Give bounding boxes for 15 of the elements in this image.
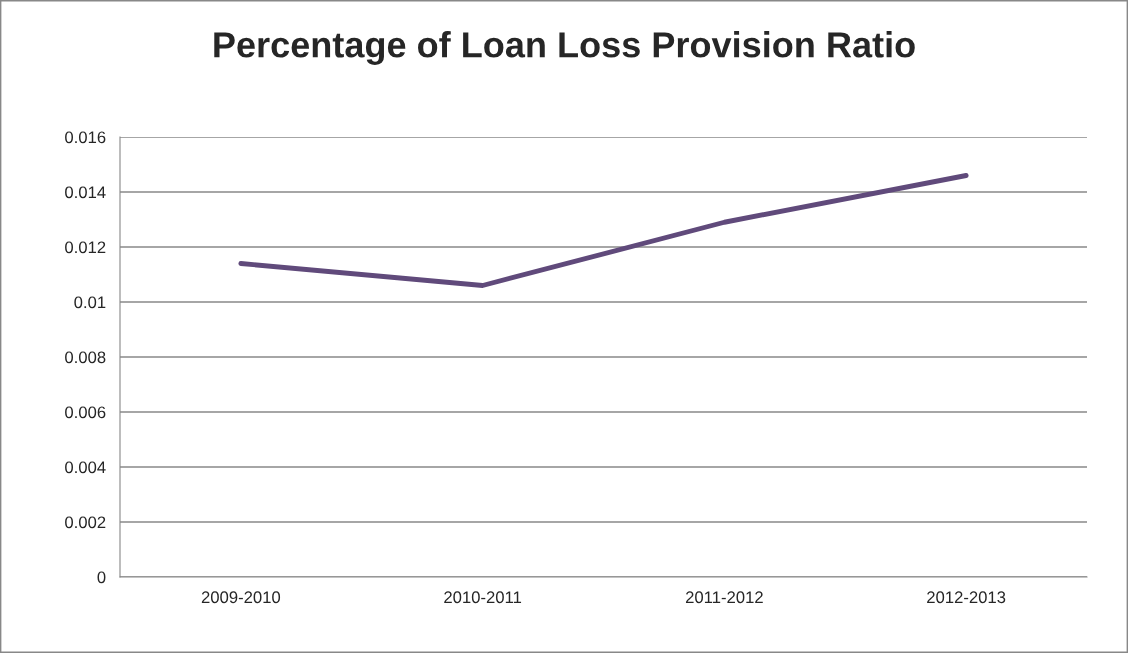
y-tick-label: 0 xyxy=(97,571,106,584)
y-tick-label: 0.008 xyxy=(65,351,106,364)
y-tick-label: 0.012 xyxy=(65,241,106,254)
x-tick-label: 2011-2012 xyxy=(685,591,763,604)
x-tick-label: 2012-2013 xyxy=(927,591,1006,604)
y-tick-label: 0.016 xyxy=(65,131,106,144)
y-tick-label: 0.014 xyxy=(65,186,106,199)
chart-title: Percentage of Loan Loss Provision Ratio xyxy=(214,31,915,65)
x-tick-label: 2009-2010 xyxy=(201,591,281,604)
y-tick-label: 0.002 xyxy=(65,516,106,529)
line-series xyxy=(238,173,969,288)
y-tick-label: 0.01 xyxy=(74,296,106,309)
x-tick-label: 2010-2011 xyxy=(444,591,522,604)
y-tick-label: 0.006 xyxy=(65,406,106,419)
y-tick-label: 0.004 xyxy=(65,461,106,474)
